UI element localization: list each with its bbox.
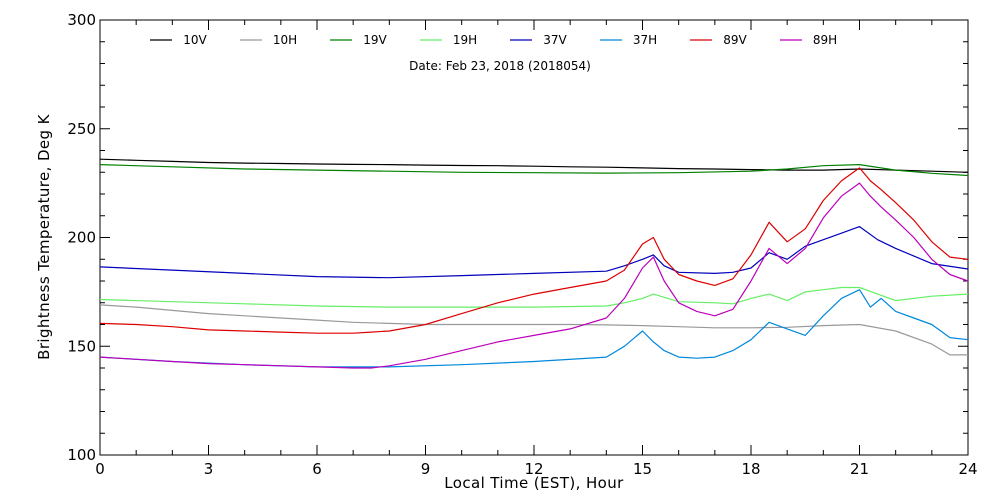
x-tick-label: 18 xyxy=(741,460,760,478)
legend-label-19v: 19V xyxy=(363,33,387,47)
legend-label-37v: 37V xyxy=(543,33,567,47)
x-tick-label: 21 xyxy=(850,460,869,478)
legend-label-37h: 37H xyxy=(633,33,657,47)
x-tick-label: 9 xyxy=(421,460,431,478)
series-line-37v xyxy=(99,226,969,279)
legend-label-89v: 89V xyxy=(723,33,747,47)
y-tick-label: 200 xyxy=(67,229,96,247)
x-tick-label: 24 xyxy=(958,460,977,478)
legend: 10V 10H 19V 19H 37V 37H 89V 89H xyxy=(150,33,837,47)
x-tick-label: 15 xyxy=(633,460,652,478)
y-tick-label: 150 xyxy=(67,337,96,355)
x-tick-label: 6 xyxy=(312,460,322,478)
series-line-89h xyxy=(99,182,969,369)
series-line-37h xyxy=(99,289,969,368)
plot-frame xyxy=(99,19,969,456)
legend-label-10v: 10V xyxy=(183,33,207,47)
legend-label-89h: 89H xyxy=(813,33,837,47)
y-axis-title: Brightness Temperature, Deg K xyxy=(35,113,53,359)
x-tick-label: 12 xyxy=(524,460,543,478)
x-tick-label: 3 xyxy=(204,460,214,478)
series-line-19v xyxy=(99,164,969,177)
date-annotation: Date: Feb 23, 2018 (2018054) xyxy=(409,59,591,73)
legend-label-10h: 10H xyxy=(273,33,297,47)
x-axis-title: Local Time (EST), Hour xyxy=(444,474,624,492)
series-line-19h xyxy=(99,286,969,308)
legend-label-19h: 19H xyxy=(453,33,477,47)
axis-ticks: 0 3 6 9 12 15 18 21 24 100 150 200 250 300 xyxy=(67,11,977,478)
series-line-89v xyxy=(99,167,969,334)
y-tick-label: 300 xyxy=(67,11,96,29)
y-tick-label: 250 xyxy=(67,120,96,138)
y-tick-label: 100 xyxy=(67,446,96,464)
series-line-10h xyxy=(99,304,968,356)
series-lines xyxy=(99,158,969,369)
series-line-10v xyxy=(99,158,969,173)
x-tick-label: 0 xyxy=(95,460,105,478)
